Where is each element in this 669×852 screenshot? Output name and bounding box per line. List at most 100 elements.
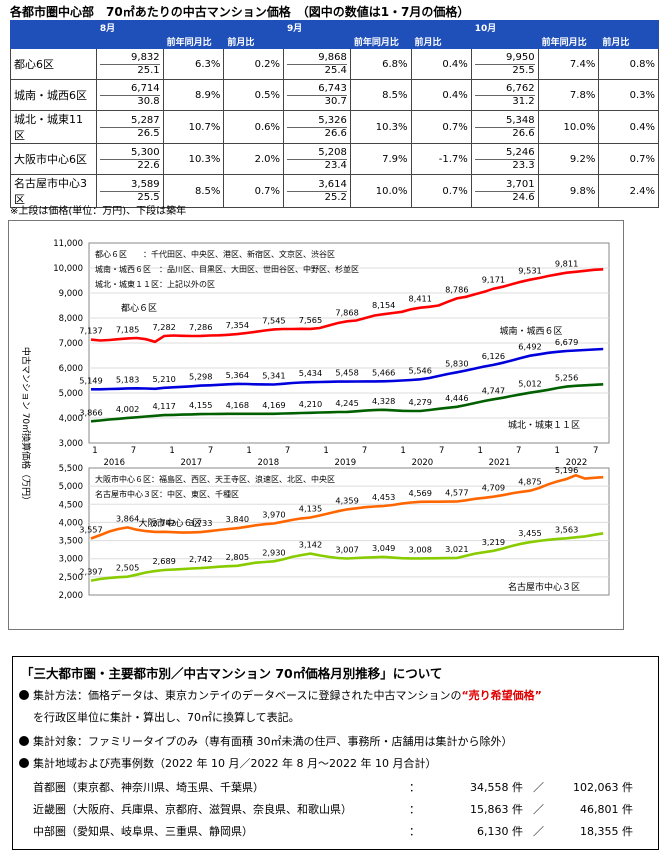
emphasis-text: “売り希望価格” xyxy=(461,689,542,702)
x-year-label: 2022 xyxy=(566,458,588,468)
data-label: 2,930 xyxy=(262,547,285,557)
mom-header: 前月比 xyxy=(223,34,284,49)
data-label: 3,557 xyxy=(79,525,102,535)
data-label: 5,210 xyxy=(152,374,175,384)
data-label: 5,364 xyxy=(226,370,249,380)
mom-cell: -1.7% xyxy=(410,143,472,175)
region-name: 近畿圏（大阪府、兵庫県、京都府、滋賀県、奈良県、和歌山県） xyxy=(33,803,352,816)
data-label: 5,546 xyxy=(409,365,432,375)
mom-cell: 0.4% xyxy=(598,110,659,144)
data-label: 7,565 xyxy=(299,315,322,325)
x-year-label: 2016 xyxy=(103,458,125,468)
region-name: 首都圏（東京都、神奈川県、埼玉県、千葉県） xyxy=(33,781,264,794)
yoy-cell: 6.3% xyxy=(162,48,225,80)
y-tick-label: 3,500 xyxy=(59,537,83,547)
region-count-month: 6,130 件 xyxy=(477,825,523,838)
data-label: 3,219 xyxy=(482,537,505,547)
y-tick-label: 5,500 xyxy=(59,464,83,474)
plot-frame xyxy=(88,467,610,596)
region-sep: ／ xyxy=(533,803,544,816)
table-header-months: 8月 9月 10月 xyxy=(10,20,660,49)
price-age-cell: 5,287 26.5 xyxy=(95,110,164,144)
yoy-header: 前年同月比 xyxy=(349,34,412,49)
data-label: 5,466 xyxy=(372,367,395,377)
data-label: 5,298 xyxy=(189,372,212,382)
info-area: 集計地域および売事例数（2022 年 10 月／2022 年 8 月～2022 … xyxy=(19,755,436,771)
x-month-label: 7 xyxy=(593,446,598,456)
data-label: 5,830 xyxy=(445,358,468,368)
x-year-label: 2017 xyxy=(180,458,202,468)
data-label: 4,709 xyxy=(482,483,505,493)
mom-cell: 0.7% xyxy=(410,174,472,208)
mom-cell: 0.2% xyxy=(223,48,284,80)
y-tick-label: 8,000 xyxy=(59,314,83,324)
y-tick-label: 4,500 xyxy=(59,500,83,510)
info-box: 「三大都市圏・主要都市別／中古マンション 70㎡価格月別推移」について 集計方法… xyxy=(12,656,659,850)
yoy-cell: 8.5% xyxy=(162,174,225,208)
yoy-cell: 10.7% xyxy=(162,110,225,144)
data-label: 3,733 xyxy=(189,518,212,528)
data-label: 6,492 xyxy=(518,342,541,352)
data-label: 8,411 xyxy=(409,294,432,304)
data-label: 4,210 xyxy=(299,399,322,409)
yoy-cell: 8.9% xyxy=(162,79,225,111)
data-label: 7,868 xyxy=(335,307,358,317)
table-row: 都心6区 9,832 25.1 6.3% 0.2% 9,868 25.4 6.8% 0.4% 9,… xyxy=(10,48,659,80)
x-month-label: 1 xyxy=(323,446,328,456)
data-label: 7,137 xyxy=(79,326,102,336)
y-tick-label: 10,000 xyxy=(53,264,83,274)
row-label: 名古屋市中心3区 xyxy=(10,174,97,208)
x-month-label: 7 xyxy=(362,446,367,456)
data-label: 5,434 xyxy=(299,368,322,378)
mom-cell: 0.7% xyxy=(598,143,659,175)
x-month-label: 1 xyxy=(246,446,251,456)
price-table: 8月 9月 10月 前年同月比 前月比 前年同月比 前月比 前年同月比 前月比 … xyxy=(10,20,660,208)
price-age-cell: 3,614 25.2 xyxy=(283,174,351,208)
data-label: 9,811 xyxy=(555,259,578,269)
bullet-icon xyxy=(19,736,29,746)
page-title: 各都市圏中心部 70㎡あたりの中古マンション価格 （図中の数値は1・7月の価格） xyxy=(10,5,470,19)
mom-header: 前月比 xyxy=(410,34,472,49)
price-age-cell: 3,589 25.5 xyxy=(95,174,164,208)
series-line xyxy=(90,473,604,540)
series-callout: 名古屋市中心３区 xyxy=(508,581,580,593)
data-label: 4,569 xyxy=(409,488,432,498)
price-age-cell: 9,832 25.1 xyxy=(95,48,164,80)
month-header: 8月 xyxy=(95,20,285,35)
data-label: 2,805 xyxy=(226,552,249,562)
legend-text: 城南・城西６区 ：品川区、目黒区、大田区、世田谷区、中野区、杉並区 xyxy=(95,264,359,274)
series-callout: 都心６区 xyxy=(121,303,157,314)
data-label: 4,453 xyxy=(372,492,395,502)
series-callout: 大阪市中心６区 xyxy=(138,517,201,529)
y-tick-label: 2,500 xyxy=(59,573,83,583)
x-year-label: 2020 xyxy=(412,458,434,468)
y-tick-label: 3,000 xyxy=(59,439,83,449)
series-line xyxy=(91,347,604,391)
data-label: 5,196 xyxy=(555,465,578,475)
data-label: 3,142 xyxy=(299,540,322,550)
yoy-cell: 10.0% xyxy=(537,110,600,144)
data-label: 3,864 xyxy=(116,513,139,523)
yoy-cell: 7.8% xyxy=(537,79,600,111)
price-age-cell: 9,868 25.4 xyxy=(283,48,351,80)
data-label: 5,341 xyxy=(262,370,285,380)
data-label: 4,135 xyxy=(299,504,322,514)
mom-cell: 0.7% xyxy=(410,110,472,144)
price-age-cell: 6,762 31.2 xyxy=(470,79,539,111)
data-label: 3,742 xyxy=(152,518,175,528)
data-label: 3,866 xyxy=(79,407,102,417)
yoy-cell: 9.2% xyxy=(537,143,600,175)
data-label: 4,446 xyxy=(445,393,468,403)
mom-cell: 2.4% xyxy=(598,174,659,208)
region-count-month: 34,558 件 xyxy=(470,781,523,794)
x-month-label: 1 xyxy=(92,446,97,456)
data-label: 5,183 xyxy=(116,374,139,384)
row-label: 都心6区 xyxy=(10,48,97,80)
mom-cell: 2.0% xyxy=(223,143,284,175)
bullet-icon xyxy=(19,758,29,768)
region-count-total: 46,801 件 xyxy=(580,803,633,816)
yoy-cell: 6.8% xyxy=(349,48,412,80)
region-count-total: 18,355 件 xyxy=(580,825,633,838)
yoy-header: 前年同月比 xyxy=(162,34,225,49)
row-label: 大阪市中心6区 xyxy=(10,143,97,175)
